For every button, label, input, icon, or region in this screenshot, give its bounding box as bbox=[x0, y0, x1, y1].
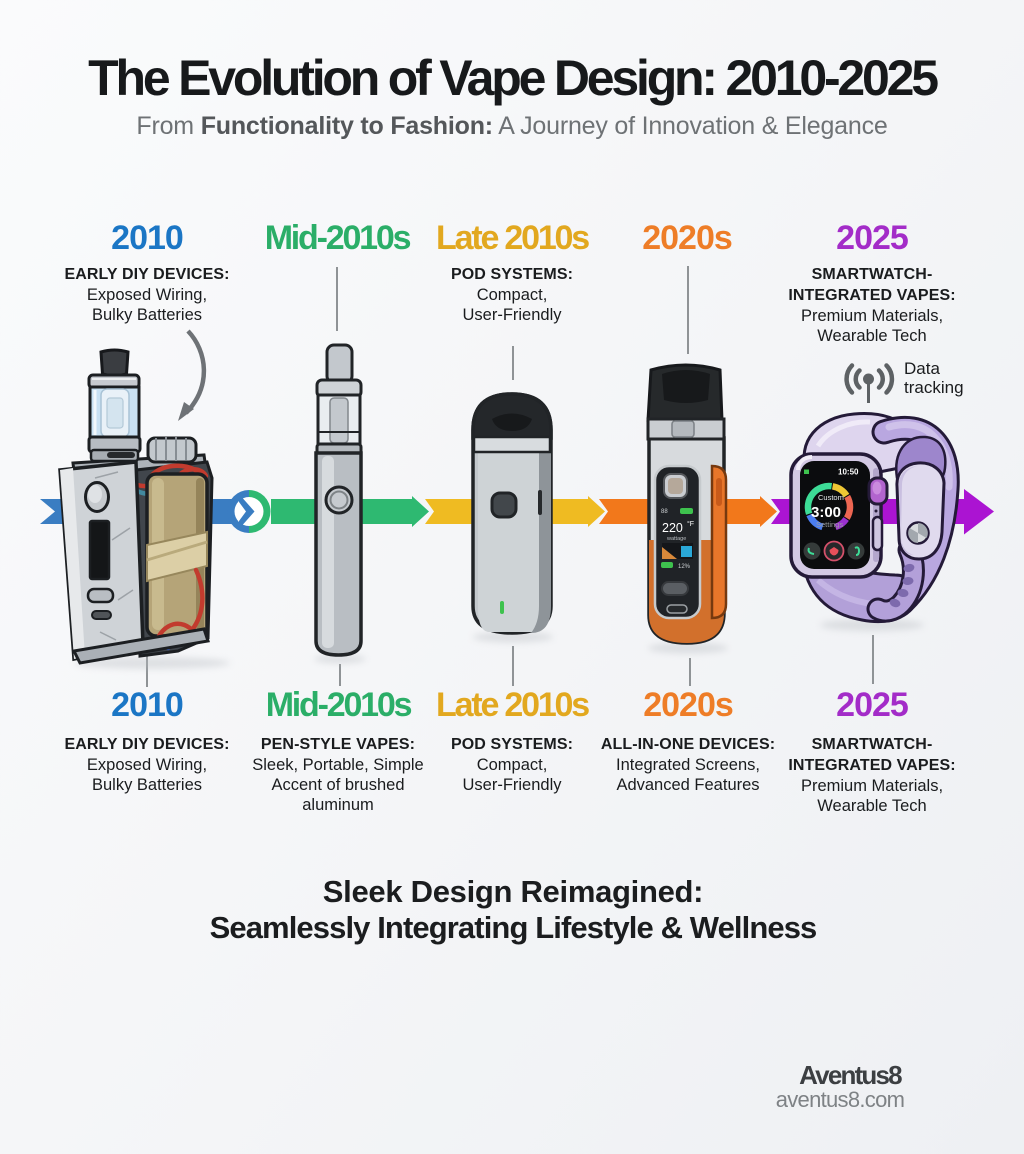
svg-text:3:00: 3:00 bbox=[811, 504, 841, 521]
svg-text:10:50: 10:50 bbox=[838, 468, 859, 477]
svg-text:°F: °F bbox=[687, 520, 694, 528]
svg-text:Custom: Custom bbox=[818, 493, 844, 502]
svg-text:Settings: Settings bbox=[816, 520, 843, 529]
svg-text:wattage: wattage bbox=[666, 536, 686, 542]
svg-text:220: 220 bbox=[662, 521, 683, 535]
svg-text:88: 88 bbox=[661, 509, 668, 515]
svg-text:12%: 12% bbox=[678, 564, 691, 570]
